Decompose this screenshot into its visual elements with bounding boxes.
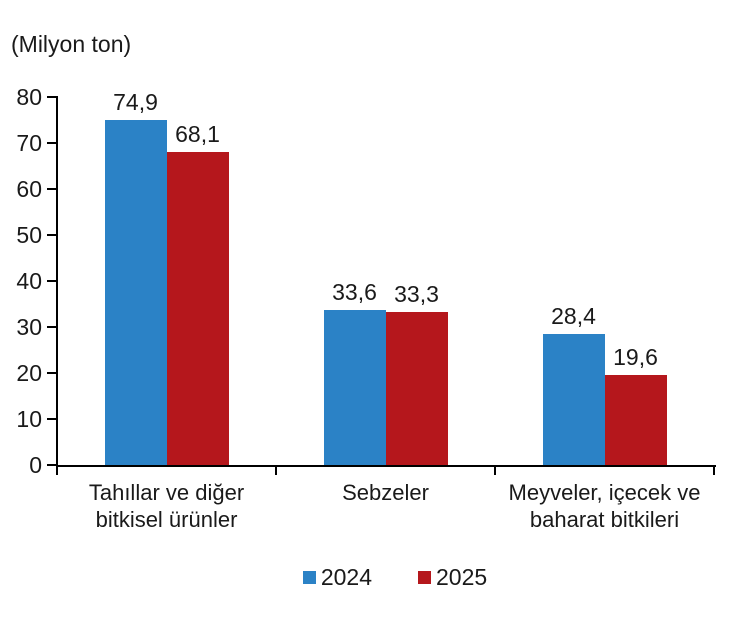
y-tick-label: 50 <box>16 222 42 248</box>
y-tick <box>47 96 56 98</box>
y-tick <box>47 464 56 466</box>
legend-label-2025: 2025 <box>436 564 488 590</box>
unit-label: (Milyon ton) <box>11 31 132 57</box>
y-tick <box>47 326 56 328</box>
category-label-0: Tahıllar ve diğer bitkisel ürünler <box>88 480 245 532</box>
y-tick-label: 40 <box>16 268 42 294</box>
legend-label-2024: 2024 <box>320 564 372 590</box>
y-tick-label: 60 <box>16 176 42 202</box>
y-axis-line <box>56 96 58 467</box>
legend: 2024 2025 <box>0 560 750 594</box>
x-tick <box>494 467 496 475</box>
bar-2025-2 <box>604 374 667 465</box>
bar-value-label-2024-2: 28,4 <box>551 303 596 330</box>
y-tick-label: 70 <box>16 130 42 156</box>
y-tick <box>47 188 56 190</box>
legend-swatch-2024 <box>302 570 316 584</box>
y-tick-label: 10 <box>16 406 42 432</box>
y-tick <box>47 418 56 420</box>
bar-2024-1 <box>323 310 386 465</box>
bar-value-label-2024-1: 33,6 <box>332 279 377 306</box>
y-tick-label: 20 <box>16 360 42 386</box>
category-label-1: Sebzeler <box>342 480 429 505</box>
x-tick <box>713 467 715 475</box>
y-tick <box>47 372 56 374</box>
category-label-2: Meyveler, içecek ve baharat bitkileri <box>508 480 701 532</box>
legend-item-2024: 2024 <box>302 564 372 590</box>
bar-2024-0 <box>104 120 167 465</box>
bar-2024-2 <box>542 334 605 465</box>
y-tick <box>47 142 56 144</box>
y-tick <box>47 234 56 236</box>
x-axis-line <box>56 465 716 467</box>
y-tick <box>47 280 56 282</box>
legend-swatch-2025 <box>418 570 431 584</box>
x-tick <box>275 467 277 475</box>
y-tick-label: 30 <box>16 314 42 340</box>
bar-2025-1 <box>385 311 448 465</box>
bar-value-label-2024-0: 74,9 <box>113 89 158 116</box>
x-tick <box>56 467 58 475</box>
bar-value-label-2025-2: 19,6 <box>613 343 658 370</box>
y-tick-label: 80 <box>16 84 42 110</box>
bar-2025-0 <box>166 151 229 465</box>
bar-value-label-2025-1: 33,3 <box>394 280 439 307</box>
legend-item-2025: 2025 <box>418 564 487 590</box>
y-tick-label: 0 <box>29 452 42 478</box>
bar-value-label-2025-0: 68,1 <box>175 120 220 147</box>
